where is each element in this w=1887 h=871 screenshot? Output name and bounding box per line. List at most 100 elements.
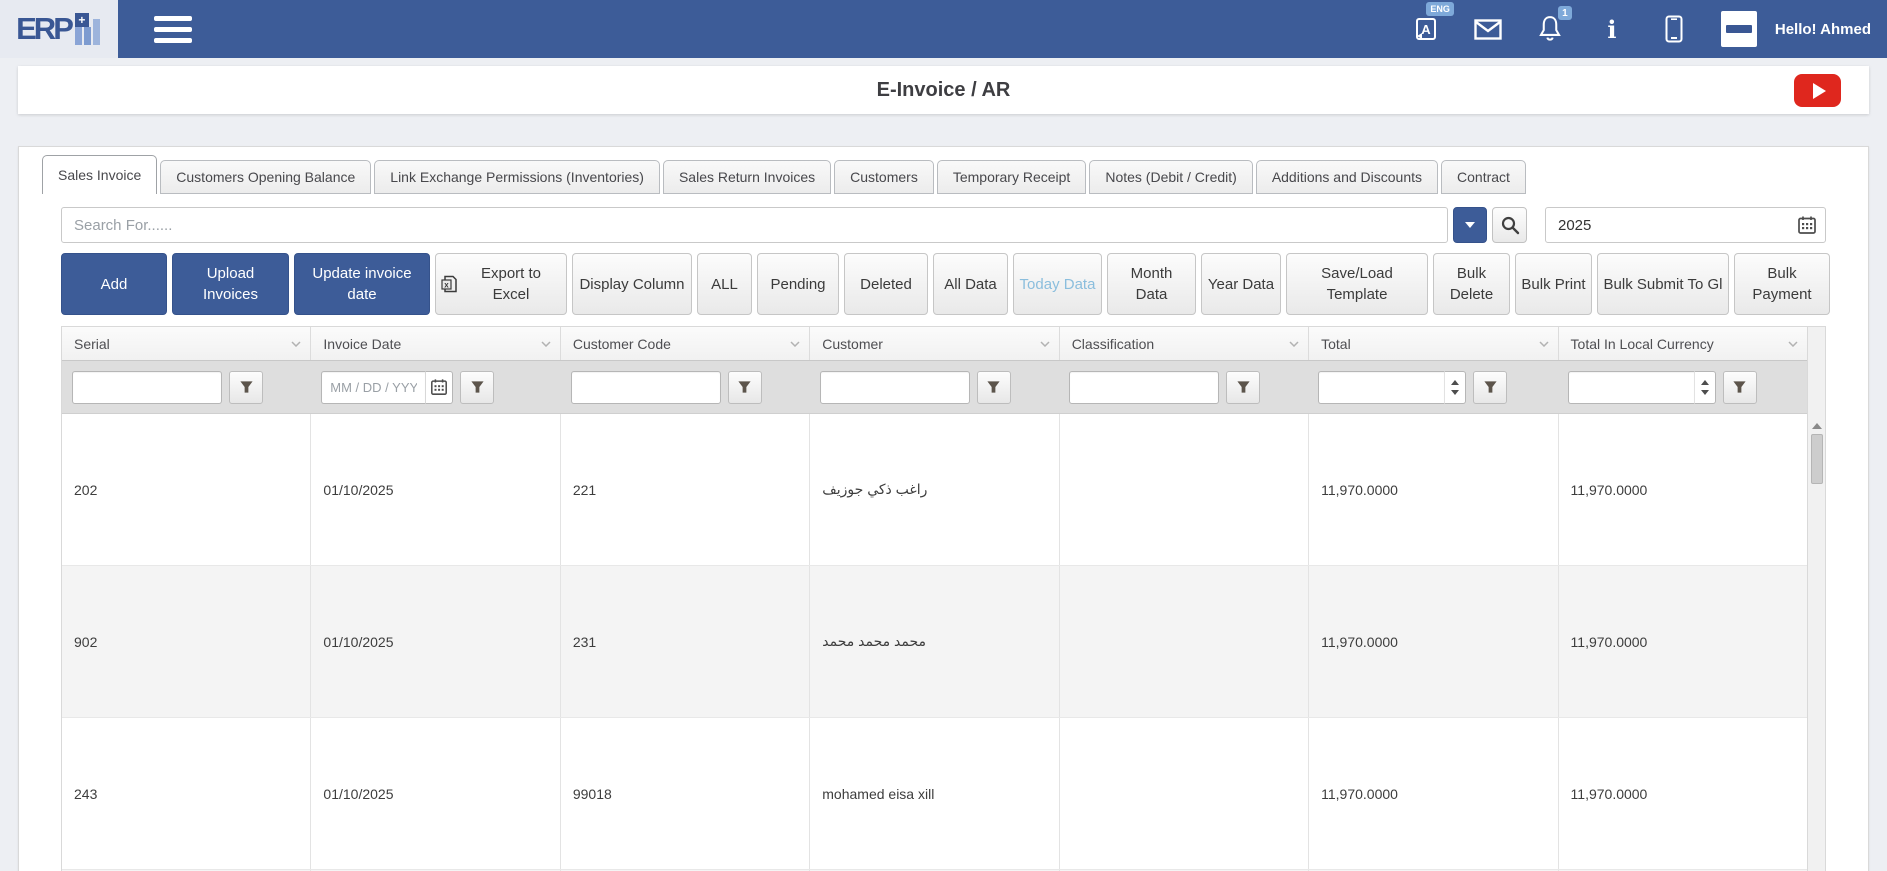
- search-input[interactable]: [61, 207, 1448, 243]
- filter-total-input[interactable]: [1318, 370, 1445, 404]
- scrollbar-up-arrow[interactable]: [1811, 423, 1822, 429]
- grid-vertical-scrollbar[interactable]: [1807, 327, 1825, 871]
- chevron-down-icon[interactable]: [1289, 341, 1299, 347]
- mobile-app-icon[interactable]: [1659, 14, 1689, 44]
- column-header-classification[interactable]: Classification: [1060, 327, 1310, 360]
- column-header-customer[interactable]: Customer: [810, 327, 1060, 360]
- language-icon[interactable]: ENG A: [1411, 2, 1454, 44]
- tab-sales-invoice[interactable]: Sales Invoice: [42, 155, 158, 194]
- invoice-row[interactable]: 202 01/10/2025 221 راغب ذكي جوزيف 11,970…: [62, 414, 1807, 566]
- erp-logo-text: ERP: [16, 11, 74, 46]
- search-button[interactable]: [1492, 207, 1527, 243]
- invoice-row[interactable]: 243 01/10/2025 99018 mohamed eisa xill 1…: [62, 718, 1807, 870]
- filter-icon: [471, 381, 484, 393]
- user-avatar[interactable]: [1720, 11, 1757, 47]
- mail-icon[interactable]: [1473, 14, 1503, 44]
- chevron-down-icon[interactable]: [790, 341, 800, 347]
- column-header-total[interactable]: Total: [1309, 327, 1559, 360]
- filter-date-calendar-button[interactable]: [425, 370, 454, 404]
- page-header: E-Invoice / AR: [18, 66, 1869, 114]
- year-calendar-button[interactable]: [1794, 213, 1820, 237]
- filter-customer-code-funnel-button[interactable]: [727, 370, 762, 404]
- search-icon: [1501, 216, 1519, 235]
- filter-total-local-input[interactable]: [1567, 370, 1694, 404]
- spinner-up-icon[interactable]: [1700, 379, 1709, 385]
- filter-customer-code-input[interactable]: [570, 370, 721, 404]
- tab-temporary-receipt[interactable]: Temporary Receipt: [936, 160, 1087, 194]
- display-column-button[interactable]: Display Column: [572, 253, 692, 315]
- today-data-button[interactable]: Today Data: [1013, 253, 1102, 315]
- filter-customer-funnel-button[interactable]: [976, 370, 1011, 404]
- search-options-dropdown-button[interactable]: [1453, 207, 1487, 243]
- filter-classification-input[interactable]: [1069, 370, 1220, 404]
- cell-classification: [1060, 566, 1310, 717]
- filter-classification-funnel-button[interactable]: [1226, 370, 1261, 404]
- cell-serial: 202: [62, 414, 312, 565]
- all-data-button[interactable]: All Data: [933, 253, 1008, 315]
- year-field-wrap: [1545, 207, 1826, 243]
- info-icon[interactable]: i: [1607, 14, 1617, 44]
- filter-icon: [738, 381, 751, 393]
- filter-total-funnel-button[interactable]: [1473, 370, 1508, 404]
- spinner-up-icon[interactable]: [1451, 379, 1460, 385]
- cell-invoice-date: 01/10/2025: [311, 414, 561, 565]
- filter-total-local-funnel-button[interactable]: [1722, 370, 1757, 404]
- filter-invoice-date-funnel-button[interactable]: [460, 370, 495, 404]
- navbar-right-icons: ENG A 1 i: [1411, 2, 1887, 47]
- scrollbar-thumb[interactable]: [1810, 434, 1823, 484]
- add-button[interactable]: Add: [61, 253, 167, 315]
- invoice-row[interactable]: 902 01/10/2025 231 محمد محمد محمد 11,970…: [62, 566, 1807, 718]
- erp-logo[interactable]: ERP +: [0, 0, 118, 58]
- save-load-template-button[interactable]: Save/Load Template: [1286, 253, 1428, 315]
- filter-serial-input[interactable]: [72, 370, 222, 404]
- filter-customer-input[interactable]: [819, 370, 970, 404]
- menu-hamburger-button[interactable]: [154, 15, 192, 43]
- bulk-print-button[interactable]: Bulk Print: [1515, 253, 1592, 315]
- column-header-total-in-local-currency[interactable]: Total In Local Currency: [1559, 327, 1807, 360]
- filter-total-spinner[interactable]: [1444, 370, 1467, 404]
- cell-classification: [1060, 414, 1310, 565]
- tab-additions-and-discounts[interactable]: Additions and Discounts: [1255, 160, 1439, 194]
- filter-total-local-spinner[interactable]: [1693, 370, 1716, 404]
- cell-classification: [1060, 718, 1310, 869]
- filter-serial-funnel-button[interactable]: [229, 370, 263, 404]
- month-data-button[interactable]: Month Data: [1107, 253, 1196, 315]
- calendar-icon: [431, 379, 448, 395]
- chevron-down-icon[interactable]: [1788, 341, 1798, 347]
- cell-total-local: 11,970.0000: [1570, 785, 1648, 802]
- button-label: Export to Excel: [480, 265, 542, 303]
- all-button[interactable]: ALL: [697, 253, 752, 315]
- tab-contract[interactable]: Contract: [1441, 160, 1526, 194]
- cell-customer: محمد محمد محمد: [810, 566, 1060, 717]
- column-header-serial[interactable]: Serial: [62, 327, 312, 360]
- update-invoice-date-button[interactable]: Update invoice date: [294, 253, 430, 315]
- bulk-delete-button[interactable]: Bulk Delete: [1433, 253, 1510, 315]
- tab-notes-debit-credit[interactable]: Notes (Debit / Credit): [1089, 160, 1253, 194]
- year-data-button[interactable]: Year Data: [1201, 253, 1281, 315]
- column-header-customer-code[interactable]: Customer Code: [561, 327, 811, 360]
- chevron-down-icon[interactable]: [291, 341, 301, 347]
- upload-invoices-button[interactable]: Upload Invoices: [172, 253, 289, 315]
- spinner-down-icon[interactable]: [1700, 389, 1709, 395]
- chevron-down-icon[interactable]: [541, 341, 551, 347]
- erp-logo-chart-icon: +: [74, 13, 102, 45]
- chevron-down-icon[interactable]: [1539, 341, 1549, 347]
- bulk-submit-to-gl-button[interactable]: Bulk Submit To Gl: [1597, 253, 1729, 315]
- deleted-button[interactable]: Deleted: [844, 253, 928, 315]
- year-input[interactable]: [1545, 207, 1826, 243]
- filter-invoice-date-input[interactable]: [321, 370, 426, 404]
- translate-glyph: A: [1415, 18, 1436, 40]
- help-video-button[interactable]: [1794, 74, 1841, 107]
- pending-button[interactable]: Pending: [757, 253, 839, 315]
- spinner-down-icon[interactable]: [1451, 389, 1460, 395]
- export-to-excel-button[interactable]: x Export to Excel: [435, 253, 567, 315]
- column-header-invoice-date[interactable]: Invoice Date: [311, 327, 561, 360]
- notifications-bell-icon[interactable]: 1: [1535, 6, 1572, 44]
- bulk-payment-button[interactable]: Bulk Payment: [1734, 253, 1830, 315]
- tab-customers[interactable]: Customers: [834, 160, 934, 194]
- svg-text:x: x: [444, 280, 449, 289]
- tab-link-exchange-permissions[interactable]: Link Exchange Permissions (Inventories): [374, 160, 660, 194]
- chevron-down-icon[interactable]: [1040, 341, 1050, 347]
- tab-sales-return-invoices[interactable]: Sales Return Invoices: [662, 160, 832, 194]
- tab-customers-opening-balance[interactable]: Customers Opening Balance: [160, 160, 372, 194]
